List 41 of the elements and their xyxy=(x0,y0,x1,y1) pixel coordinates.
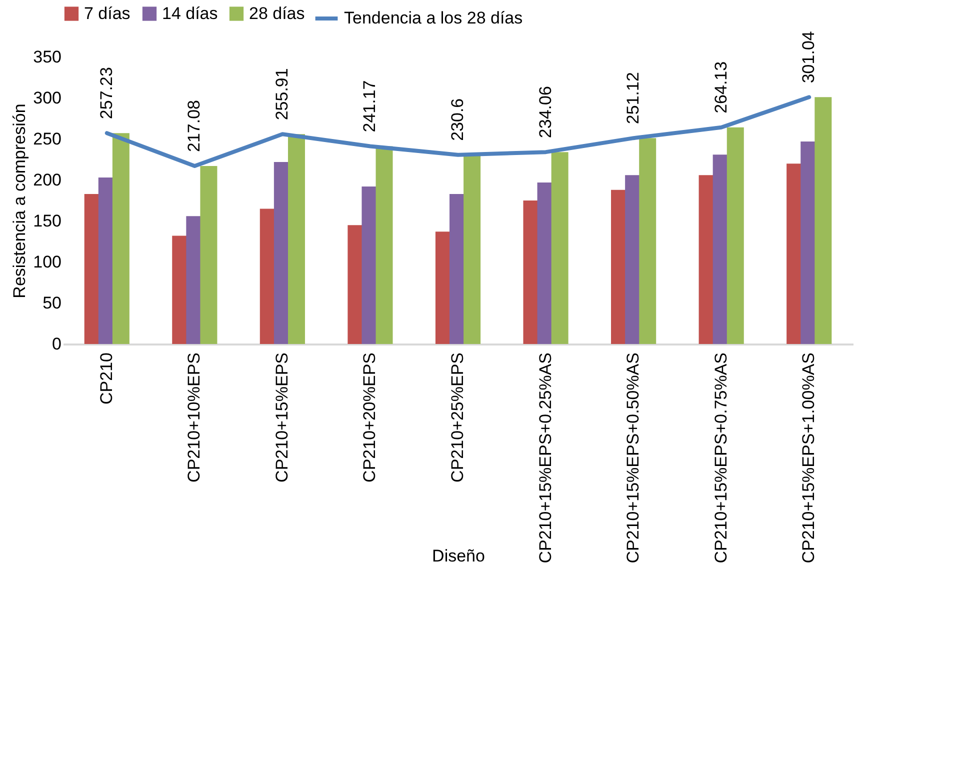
y-tick-label: 150 xyxy=(33,212,62,230)
bar xyxy=(112,133,130,344)
legend-label: Tendencia a los 28 días xyxy=(344,8,523,28)
data-label: 217.08 xyxy=(184,100,204,152)
x-tick-label: CP210+15%EPS+0.25%AS xyxy=(536,352,555,564)
x-tick-label: CP210+20%EPS xyxy=(360,352,380,482)
x-tick-label: CP210+15%EPS+0.50%AS xyxy=(624,352,643,564)
bar xyxy=(376,146,393,344)
bar xyxy=(200,166,218,344)
x-tick-label: CP210+15%EPS+0.75%AS xyxy=(711,352,730,564)
bar xyxy=(464,154,481,344)
legend-label: 28 días xyxy=(249,4,305,23)
y-tick-label: 100 xyxy=(33,252,62,272)
x-tick-label: CP210+10%EPS xyxy=(184,352,204,482)
y-tick-label: 250 xyxy=(33,130,62,148)
bar xyxy=(639,138,656,344)
bar xyxy=(814,97,832,344)
data-label: 230.6 xyxy=(448,98,467,141)
legend-label: 7 días xyxy=(84,4,130,23)
bar xyxy=(726,127,744,344)
data-label: 234.06 xyxy=(536,86,555,138)
bar xyxy=(551,152,568,344)
data-label: 301.04 xyxy=(799,31,818,84)
x-tick-label: CP210+15%EPS+1.00%AS xyxy=(799,352,818,564)
y-tick-label: 0 xyxy=(52,334,62,354)
data-label: 251.12 xyxy=(624,72,643,124)
data-label: 255.91 xyxy=(272,68,292,120)
x-tick-label: CP210+25%EPS xyxy=(448,352,467,482)
legend-label: 14 días xyxy=(162,4,218,23)
data-label: 257.23 xyxy=(96,67,116,120)
y-tick-label: 200 xyxy=(33,170,62,190)
y-tick-label: 300 xyxy=(33,88,62,108)
bar xyxy=(288,134,305,344)
y-axis-title: Resistencia a compresión xyxy=(10,104,30,298)
x-axis-title: Diseño xyxy=(432,546,485,566)
x-tick-label: CP210+15%EPS xyxy=(272,352,292,482)
y-tick-label: 50 xyxy=(42,294,62,312)
y-tick-label: 350 xyxy=(33,48,62,66)
x-tick-label: CP210 xyxy=(96,352,116,404)
data-label: 241.17 xyxy=(360,80,380,132)
data-label: 264.13 xyxy=(711,61,730,114)
